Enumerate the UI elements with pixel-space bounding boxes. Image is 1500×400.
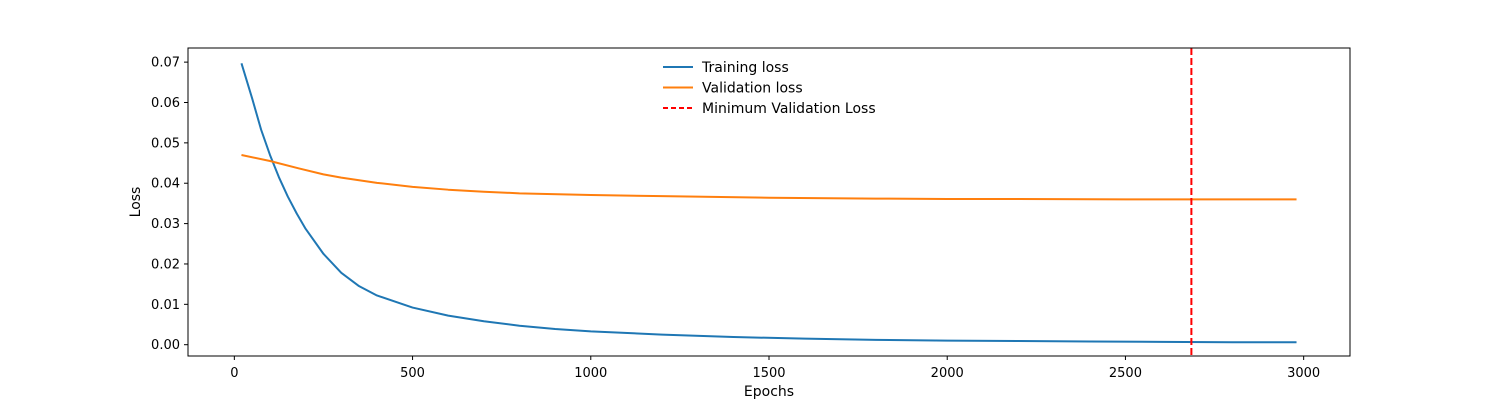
y-tick-label: 0.07: [151, 56, 180, 71]
y-tick-label: 0.00: [151, 338, 180, 353]
y-tick-label: 0.03: [151, 217, 180, 232]
x-tick-label: 0: [230, 366, 238, 381]
y-axis: 0.00 0.01 0.02 0.03 0.04 0.05 0.06 0.07: [151, 56, 188, 353]
y-tick-label: 0.04: [151, 177, 180, 192]
x-axis: 0 500 1000 1500 2000 2500 3000: [230, 356, 1320, 381]
y-tick-label: 0.02: [151, 257, 180, 272]
x-tick-label: 1000: [574, 366, 607, 381]
x-tick-label: 2000: [931, 366, 964, 381]
y-axis-title: Loss: [128, 187, 144, 218]
legend: Training loss Validation loss Minimum Vali…: [663, 60, 876, 117]
legend-label: Training loss: [701, 60, 789, 76]
y-tick-label: 0.01: [151, 298, 180, 313]
x-tick-label: 1500: [752, 366, 785, 381]
legend-label: Minimum Validation Loss: [702, 101, 876, 117]
series-line-training-loss: [240, 63, 1297, 344]
x-tick-label: 2500: [1109, 366, 1142, 381]
x-axis-title: Epochs: [744, 384, 794, 400]
legend-label: Validation loss: [702, 81, 803, 97]
y-tick-label: 0.05: [151, 136, 180, 151]
plot-area: [240, 48, 1297, 356]
y-tick-label: 0.06: [151, 96, 180, 111]
x-tick-label: 500: [400, 366, 425, 381]
series-line-validation-loss: [241, 153, 1297, 201]
x-tick-label: 3000: [1287, 366, 1320, 381]
